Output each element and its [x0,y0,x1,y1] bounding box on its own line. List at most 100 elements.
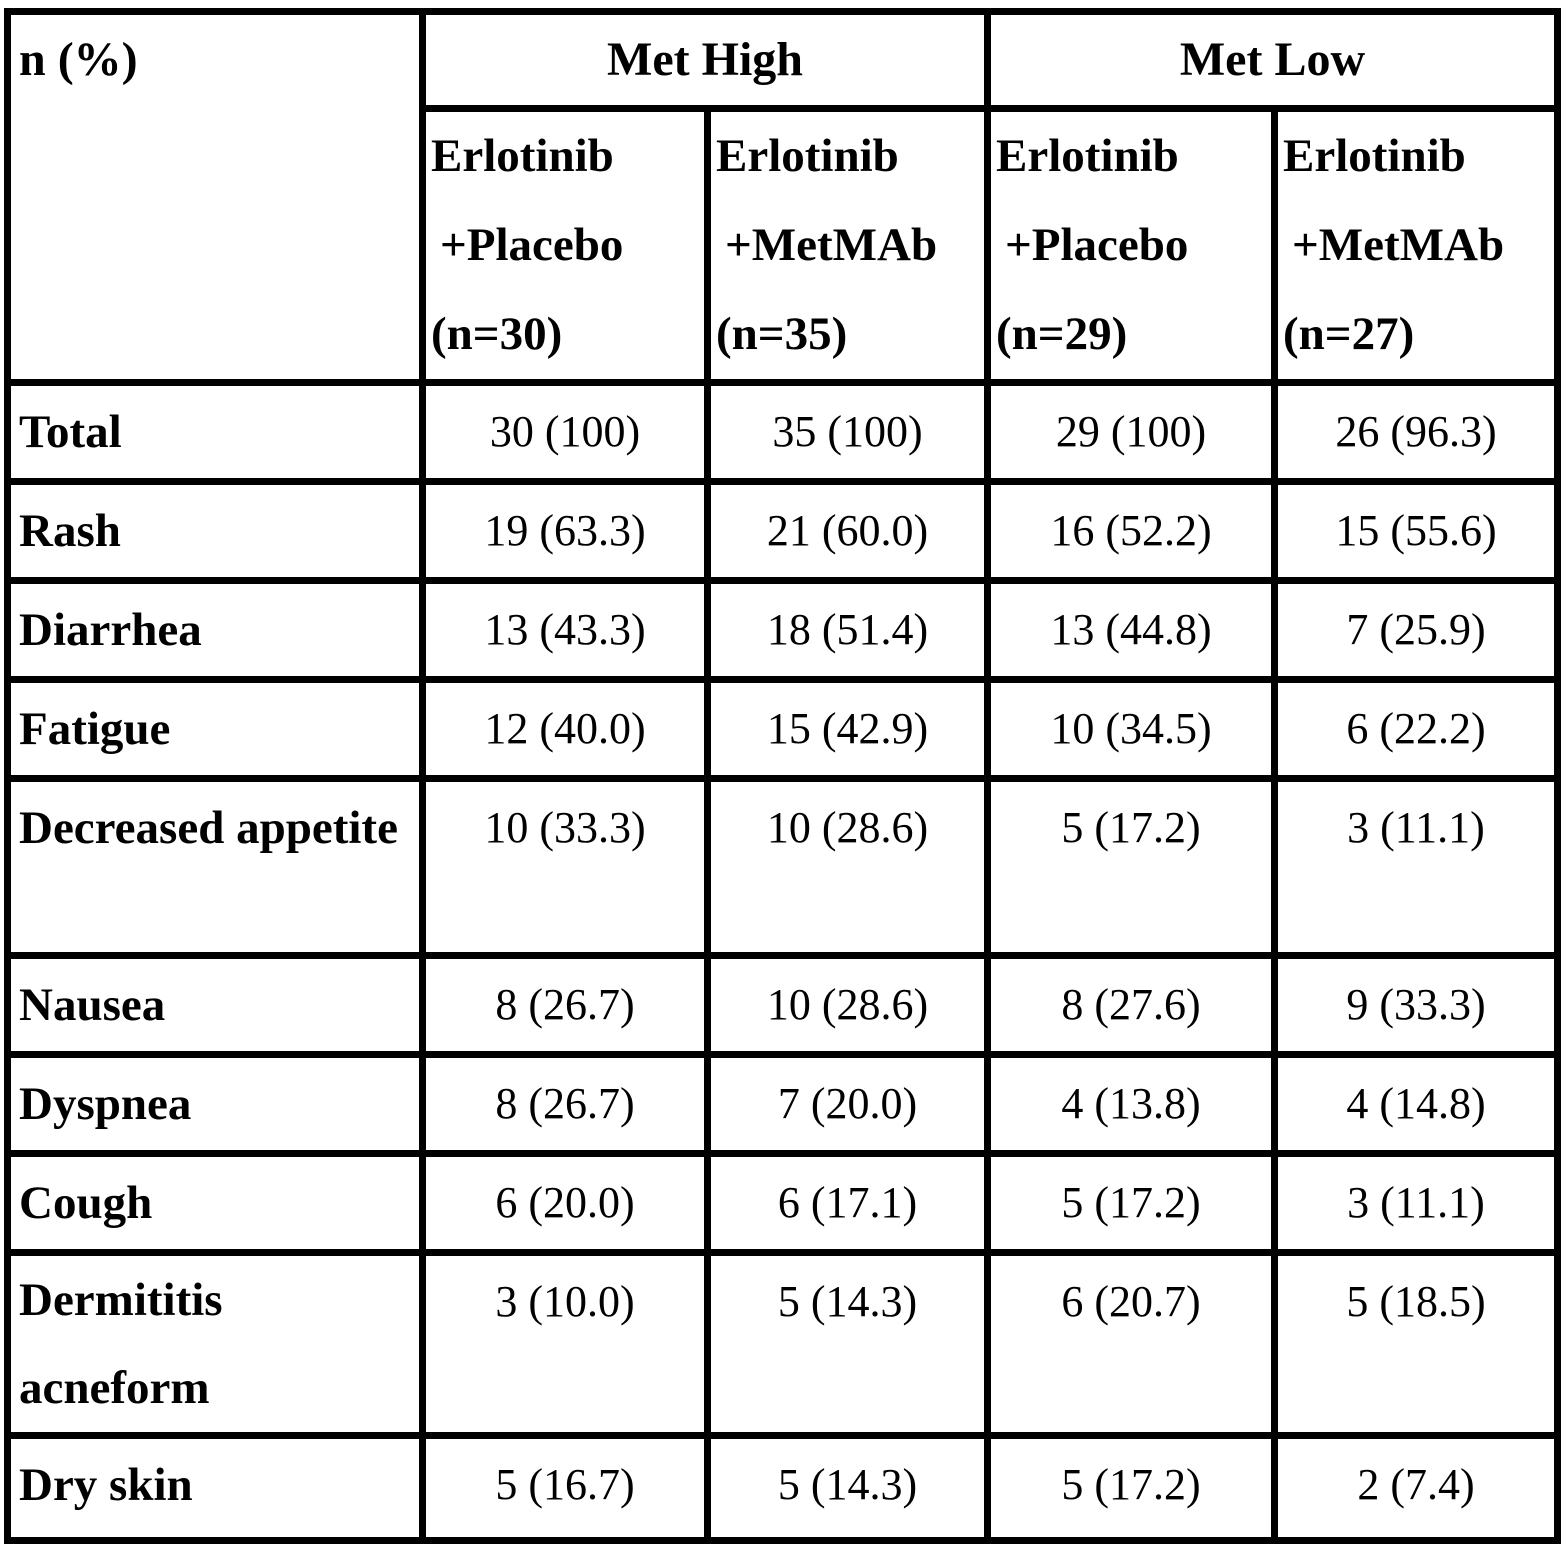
cell-value: 26 (96.3) [1335,407,1497,456]
table-row-dyspnea: Dyspnea 8 (26.7) 7 (20.0) 4 (13.8) 4 (14… [4,1051,1561,1157]
column-header-row: Erlotinib +Placebo (n=30) Erlotinib +Met… [8,105,1561,386]
row-label: Dry skin [19,1459,193,1511]
cell-value: 16 (52.2) [1050,506,1212,555]
value-cell: 2 (7.4) [1271,1432,1561,1544]
cell-value: 6 (22.2) [1346,704,1486,753]
cell-value: 15 (55.6) [1335,506,1497,555]
value-cell: 10 (33.3) [419,775,711,959]
row-label-cell: Diarrhea [4,577,426,683]
column-header-line: +MetMAb [725,219,938,271]
row-label-cell: Fatigue [4,676,426,782]
cell-value: 13 (44.8) [1050,605,1212,654]
cell-value: 5 (18.5) [1346,1277,1486,1326]
cell-value: 5 (16.7) [495,1460,635,1509]
cell-value: 18 (51.4) [766,605,929,654]
value-cell: 5 (17.2) [984,1432,1278,1544]
row-label-cell: Decreased appetite [4,775,426,959]
value-cell: 5 (14.3) [704,1432,991,1544]
value-cell: 5 (16.7) [419,1432,711,1544]
cell-value: 19 (63.3) [484,506,646,555]
value-cell: 35 (100) [704,379,991,485]
value-cell: 7 (20.0) [704,1051,991,1157]
group-header-met-low: Met Low [984,8,1561,112]
cell-value: 4 (13.8) [1061,1079,1201,1128]
value-cell: 18 (51.4) [704,577,991,683]
row-label: Dermititis acneform [19,1274,223,1414]
table-row-fatigue: Fatigue 12 (40.0) 15 (42.9) 10 (34.5) 6 … [4,676,1561,782]
value-cell: 16 (52.2) [984,478,1278,584]
value-cell: 8 (26.7) [419,1051,711,1157]
cell-value: 7 (25.9) [1346,605,1486,654]
cell-value: 6 (20.7) [1061,1277,1201,1326]
value-cell: 26 (96.3) [1271,379,1561,485]
row-label: Nausea [19,979,166,1031]
table-row-cough: Cough 6 (20.0) 6 (17.1) 5 (17.2) 3 (11.1… [4,1150,1561,1256]
column-header-line: +Placebo [1005,219,1189,271]
column-header-line: (n=30) [431,308,563,360]
value-cell: 6 (20.0) [419,1150,711,1256]
cell-value: 10 (34.5) [1050,704,1212,753]
cell-value: 9 (33.3) [1346,980,1486,1029]
table-row-rash: Rash 19 (63.3) 21 (60.0) 16 (52.2) 15 (5… [4,478,1561,584]
row-label-cell: Total [4,379,426,485]
row-label: Decreased appetite [19,802,398,854]
group-header-met-high: Met High [419,8,991,112]
value-cell: 10 (34.5) [984,676,1278,782]
corner-header-cell: n (%) [4,8,426,386]
value-cell: 8 (26.7) [419,952,711,1058]
value-cell: 15 (42.9) [704,676,991,782]
value-cell: 4 (14.8) [1271,1051,1561,1157]
value-cell: 7 (25.9) [1271,577,1561,683]
value-cell: 6 (20.7) [984,1249,1278,1439]
cell-value: 7 (20.0) [777,1079,918,1128]
value-cell: 21 (60.0) [704,478,991,584]
value-cell: 4 (13.8) [984,1051,1278,1157]
adverse-events-table: n (%) Met High Met Low Erlotinib +Placeb… [4,8,1561,1544]
column-header-placebo-low: Erlotinib +Placebo (n=29) [984,105,1278,386]
row-label-cell: Cough [4,1150,426,1256]
column-header-line: Erlotinib [716,130,899,182]
value-cell: 3 (10.0) [419,1249,711,1439]
value-cell: 6 (17.1) [704,1150,991,1256]
column-header-placebo-high: Erlotinib +Placebo (n=30) [419,105,711,386]
value-cell: 13 (44.8) [984,577,1278,683]
value-cell: 29 (100) [984,379,1278,485]
document-page: n (%) Met High Met Low Erlotinib +Placeb… [4,8,1561,1544]
cell-value: 21 (60.0) [766,506,929,555]
cell-value: 5 (17.2) [1061,803,1201,852]
group-header-row: n (%) Met High Met Low [4,8,1561,386]
cell-value: 3 (10.0) [495,1277,635,1326]
cell-value: 3 (11.1) [1347,803,1485,852]
value-cell: 3 (11.1) [1271,1150,1561,1256]
cell-value: 8 (26.7) [495,1079,635,1128]
table-row-diarrhea: Diarrhea 13 (43.3) 18 (51.4) 13 (44.8) 7… [4,577,1561,683]
cell-value: 30 (100) [489,407,641,456]
group-label: Met High [607,33,803,86]
row-label: Rash [19,505,121,557]
column-header-line: +MetMAb [1292,219,1505,271]
value-cell: 9 (33.3) [1271,952,1561,1058]
table-row-decreased-appetite: Decreased appetite 10 (33.3) 10 (28.6) 5… [4,775,1561,959]
cell-value: 13 (43.3) [484,605,646,654]
column-header-line: (n=29) [996,308,1128,360]
column-header-line: Erlotinib [996,130,1179,182]
table-row-total: Total 30 (100) 35 (100) 29 (100) 26 (96.… [4,379,1561,485]
column-header-line: +Placebo [440,219,624,271]
column-header-metmab-high: Erlotinib +MetMAb (n=35) [704,105,991,386]
row-label: Fatigue [19,703,171,755]
row-label: Dyspnea [19,1078,192,1130]
row-label-cell: Dermititis acneform [4,1249,426,1439]
cell-value: 35 (100) [772,407,923,456]
row-label: Diarrhea [19,604,202,656]
cell-value: 8 (26.7) [495,980,635,1029]
column-header-metmab-low: Erlotinib +MetMAb (n=27) [1271,105,1561,386]
row-label-cell: Dry skin [4,1432,426,1544]
cell-value: 8 (27.6) [1061,980,1201,1029]
row-label-cell: Dyspnea [4,1051,426,1157]
value-cell: 15 (55.6) [1271,478,1561,584]
cell-value: 5 (17.2) [1061,1178,1201,1227]
cell-value: 5 (14.3) [777,1460,918,1509]
cell-value: 10 (28.6) [766,980,929,1029]
cell-value: 10 (28.6) [766,803,929,852]
column-header-line: Erlotinib [431,130,614,182]
